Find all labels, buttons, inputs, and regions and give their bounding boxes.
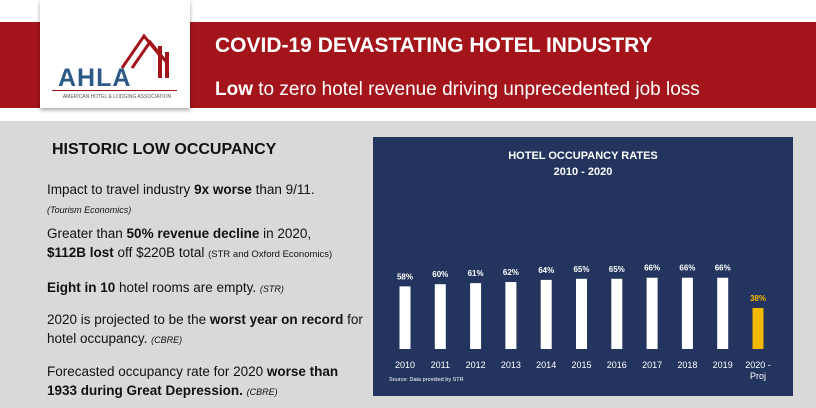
page-title: COVID-19 DEVASTATING HOTEL INDUSTRY [215,34,653,57]
fact-4-text: 2020 is projected to be the [47,312,210,327]
fact-1-text: Impact to travel industry [47,182,195,197]
fact-2-text-end: off $220B total [113,245,209,260]
x-tick-label: 2019 [713,360,733,370]
x-tick-label: 2017 [642,360,662,370]
x-tick-label: 2020 - [745,360,771,370]
bar-2020-Proj [752,307,764,349]
fact-4-bold: worst year on record [209,312,344,327]
x-tick-label: 2016 [607,360,627,370]
data-label: 38% [750,294,766,303]
fact-2-text: Greater than [47,226,127,241]
fact-5-text: Forecasted occupancy rate for 2020 [47,364,267,379]
data-label: 62% [503,268,519,277]
data-label: 66% [644,264,660,273]
fact-2-text-mid: in 2020, [259,226,312,241]
chart-title-block: HOTEL OCCUPANCY RATES 2010 - 2020 [373,148,793,180]
fact-4-source: (CBRE) [151,335,183,345]
subtitle-rest: to zero hotel revenue driving unpreceden… [253,79,700,100]
bar-2014 [540,279,552,349]
bar-2019 [717,277,729,349]
x-tick-label: 2012 [466,360,486,370]
logo-subtext: AMERICAN HOTEL & LODGING ASSOCIATION [62,94,172,100]
ahla-logo[interactable]: AHLA AMERICAN HOTEL & LODGING ASSOCIATIO… [40,0,190,108]
data-label: 65% [609,265,625,274]
bar-2013 [505,282,517,349]
data-label: 66% [715,264,731,273]
x-tick-label: 2015 [571,360,591,370]
chart-source: Source: Data provided by STR [389,377,464,383]
bar-2011 [434,284,446,349]
chart-title: HOTEL OCCUPANCY RATES [508,150,658,162]
logo-divider [52,90,177,91]
data-label: 65% [573,265,589,274]
bar-2012 [470,283,482,349]
bar-2010 [399,286,411,349]
bar-2018 [681,277,693,349]
data-label: 66% [679,264,695,273]
logo-text: AHLA [58,64,132,92]
subtitle-bold: Low [215,79,253,100]
fact-3-source: (STR) [259,284,284,294]
bar-2017 [646,277,658,349]
fact-5-source: (CBRE) [246,387,278,397]
x-tick-label: Proj [750,371,766,381]
fact-5: Forecasted occupancy rate for 2020 worse… [47,362,365,402]
fact-1-source: (Tourism Economics) [47,205,132,215]
fact-3: Eight in 10 hotel rooms are empty. (STR) [47,278,365,299]
occupancy-chart: HOTEL OCCUPANCY RATES 2010 - 2020 58% 201… [373,137,793,396]
data-label: 60% [432,270,448,279]
page-subtitle: Low to zero hotel revenue driving unprec… [215,79,700,101]
fact-4: 2020 is projected to be the worst year o… [47,310,365,350]
fact-1-text-end: than 9/11. [251,182,315,197]
fact-2: Greater than 50% revenue decline in 2020… [47,224,365,264]
fact-1: Impact to travel industry 9x worse than … [47,180,365,220]
x-tick-label: 2018 [677,360,697,370]
data-label: 64% [538,266,554,275]
data-label: 58% [397,272,413,281]
chart-plot: 58% 2010 60% 2011 61% 2012 62% 2013 64% 2014 65% 20… [395,264,771,381]
chart-subtitle: 2010 - 2020 [553,166,613,178]
x-tick-label: 2014 [536,360,556,370]
fact-4-text-end: for hotel occupancy. [47,312,363,346]
fact-1-bold: 9x worse [194,182,252,197]
fact-2-bold: 50% revenue decline [126,226,260,241]
x-tick-label: 2011 [431,360,450,370]
bar-2016 [611,278,623,349]
fact-5-bold: worse than 1933 during Great Depression. [47,364,339,398]
fact-2-bold-2: $112B lost [47,245,114,260]
fact-2-source: (STR and Oxford Economics) [208,249,333,260]
data-label: 61% [468,269,484,278]
building-roof-icon [120,33,170,78]
section-title: HISTORIC LOW OCCUPANCY [52,141,277,158]
x-tick-label: 2013 [501,360,521,370]
x-tick-label: 2010 [395,360,415,370]
bar-2015 [576,278,587,349]
fact-3-bold: Eight in 10 [47,280,116,295]
fact-3-text: hotel rooms are empty. [115,280,260,295]
